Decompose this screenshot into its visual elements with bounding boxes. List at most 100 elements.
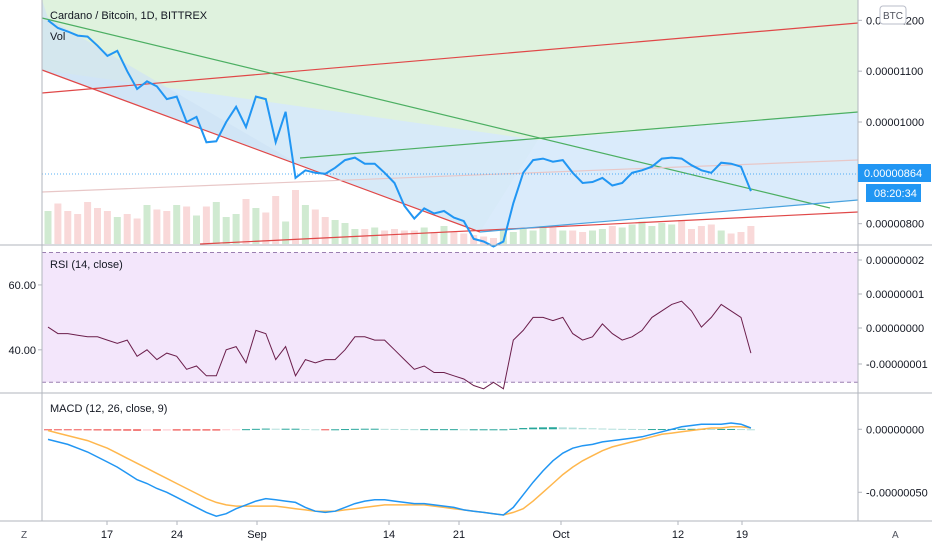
volume-bar bbox=[321, 217, 329, 244]
macd-histogram-bar bbox=[598, 428, 607, 430]
macd-histogram-bar bbox=[400, 429, 409, 431]
blue-lower-line bbox=[479, 199, 859, 233]
macd-histogram-bar bbox=[341, 429, 349, 431]
auto-scale-button[interactable]: A bbox=[892, 530, 899, 541]
volume-bar bbox=[519, 229, 527, 244]
price-pane[interactable] bbox=[41, 0, 859, 248]
volume-bar bbox=[232, 214, 240, 244]
x-tick-label: 19 bbox=[736, 529, 748, 541]
rsi-title: RSI (14, close) bbox=[50, 259, 123, 271]
volume-bar bbox=[539, 226, 547, 244]
volume-bar bbox=[113, 217, 121, 244]
macd-histogram-bar bbox=[677, 428, 686, 430]
macd-histogram-bar bbox=[578, 427, 587, 430]
macd-histogram-bar bbox=[311, 429, 320, 431]
volume-bar bbox=[292, 190, 299, 244]
macd-histogram-bar bbox=[53, 429, 62, 431]
macd-histogram-bar bbox=[152, 429, 161, 431]
rsi-pane[interactable]: RSI (14, close) bbox=[42, 251, 858, 390]
volume-bar bbox=[648, 226, 656, 244]
macd-tick-label: 0.00000000 bbox=[866, 424, 924, 436]
price-tick-label: 0.00001100 bbox=[866, 66, 923, 78]
macd-pane[interactable]: MACD (12, 26, close, 9) bbox=[44, 403, 755, 517]
currency-button[interactable]: BTC bbox=[879, 5, 907, 25]
price-tick-label: 0.00000800 bbox=[866, 219, 924, 231]
last-price-tag: 0.00000864 bbox=[858, 164, 931, 182]
macd-histogram-bar bbox=[618, 428, 627, 430]
volume-bar bbox=[202, 206, 210, 244]
volume-bar bbox=[311, 209, 319, 244]
macd-line bbox=[47, 422, 752, 517]
macd-histogram-bar bbox=[73, 429, 82, 431]
green-upper-line bbox=[299, 111, 859, 159]
volume-bar bbox=[618, 227, 626, 244]
macd-histogram-bar bbox=[261, 428, 270, 430]
macd-histogram-bar bbox=[430, 429, 439, 431]
volume-bar bbox=[84, 202, 92, 244]
volume-bar bbox=[430, 232, 438, 244]
macd-histogram-bar bbox=[628, 428, 637, 430]
macd-signal-line bbox=[47, 426, 751, 516]
volume-bar bbox=[143, 205, 151, 244]
volume-bar bbox=[727, 233, 735, 244]
x-tick-label: 21 bbox=[453, 529, 465, 541]
macd-histogram-bar bbox=[83, 429, 92, 431]
macd-histogram-bar bbox=[113, 429, 122, 431]
volume-bar bbox=[54, 203, 62, 244]
faint-channel-line bbox=[41, 159, 859, 193]
macd-histogram-bar bbox=[331, 429, 340, 431]
countdown-tag: 08:20:34 bbox=[866, 184, 921, 202]
macd-histogram-bar bbox=[103, 429, 112, 431]
x-tick-label: Sep bbox=[247, 529, 267, 541]
volume-bar bbox=[64, 211, 72, 244]
volume-bar bbox=[559, 230, 567, 244]
macd-histogram-bar bbox=[479, 429, 488, 431]
macd-histogram-bar bbox=[558, 427, 567, 430]
red-upper-channel-line bbox=[41, 22, 859, 94]
last-price-value: 0.00000864 bbox=[864, 168, 922, 180]
zoom-button[interactable]: Z bbox=[21, 530, 27, 541]
macd-histogram-bar bbox=[251, 428, 260, 430]
volume-bar bbox=[717, 230, 725, 244]
volume-bar bbox=[74, 214, 82, 244]
volume-bar bbox=[499, 230, 507, 244]
volume-bar bbox=[282, 221, 290, 244]
volume-bar bbox=[391, 229, 398, 244]
macd-histogram-bar bbox=[410, 429, 419, 431]
macd-histogram-bar bbox=[360, 428, 369, 430]
macd-histogram-bar bbox=[717, 428, 726, 430]
price-tick-label: 0.00001000 bbox=[866, 117, 924, 129]
volume-bar bbox=[94, 208, 101, 244]
macd-title: MACD (12, 26, close, 9) bbox=[50, 403, 167, 415]
volume-bar bbox=[123, 214, 131, 244]
macd-histogram-bar bbox=[440, 429, 448, 431]
volume-bar bbox=[420, 227, 428, 244]
volume-bar bbox=[549, 227, 557, 244]
volume-bar bbox=[638, 221, 646, 244]
volume-bar bbox=[222, 217, 230, 244]
macd-histogram-bar bbox=[162, 429, 171, 431]
macd-histogram-bar bbox=[449, 429, 458, 431]
macd-histogram-bar bbox=[608, 428, 617, 430]
volume-bar bbox=[658, 223, 666, 244]
volume-bar bbox=[569, 230, 577, 244]
volume-bar bbox=[737, 232, 745, 244]
shaded-area-under-price bbox=[42, 0, 300, 165]
macd-histogram-bar bbox=[123, 429, 132, 431]
volume-bar bbox=[529, 230, 537, 244]
volume-bar bbox=[272, 196, 280, 244]
volume-bar bbox=[163, 211, 171, 244]
countdown-value: 08:20:34 bbox=[874, 188, 917, 200]
volume-bar bbox=[242, 199, 250, 244]
x-tick-label: 14 bbox=[383, 529, 395, 541]
macd-histogram-bar bbox=[321, 429, 330, 431]
volume-bar bbox=[509, 232, 517, 244]
volume-bar bbox=[697, 226, 705, 244]
volume-bar bbox=[628, 224, 636, 244]
macd-histogram-bar bbox=[707, 428, 716, 430]
macd-histogram-bar bbox=[143, 429, 151, 431]
macd-histogram-bar bbox=[281, 428, 290, 430]
rsi-line bbox=[47, 300, 752, 390]
volume-bar bbox=[252, 208, 260, 244]
volume-bar bbox=[173, 205, 181, 244]
